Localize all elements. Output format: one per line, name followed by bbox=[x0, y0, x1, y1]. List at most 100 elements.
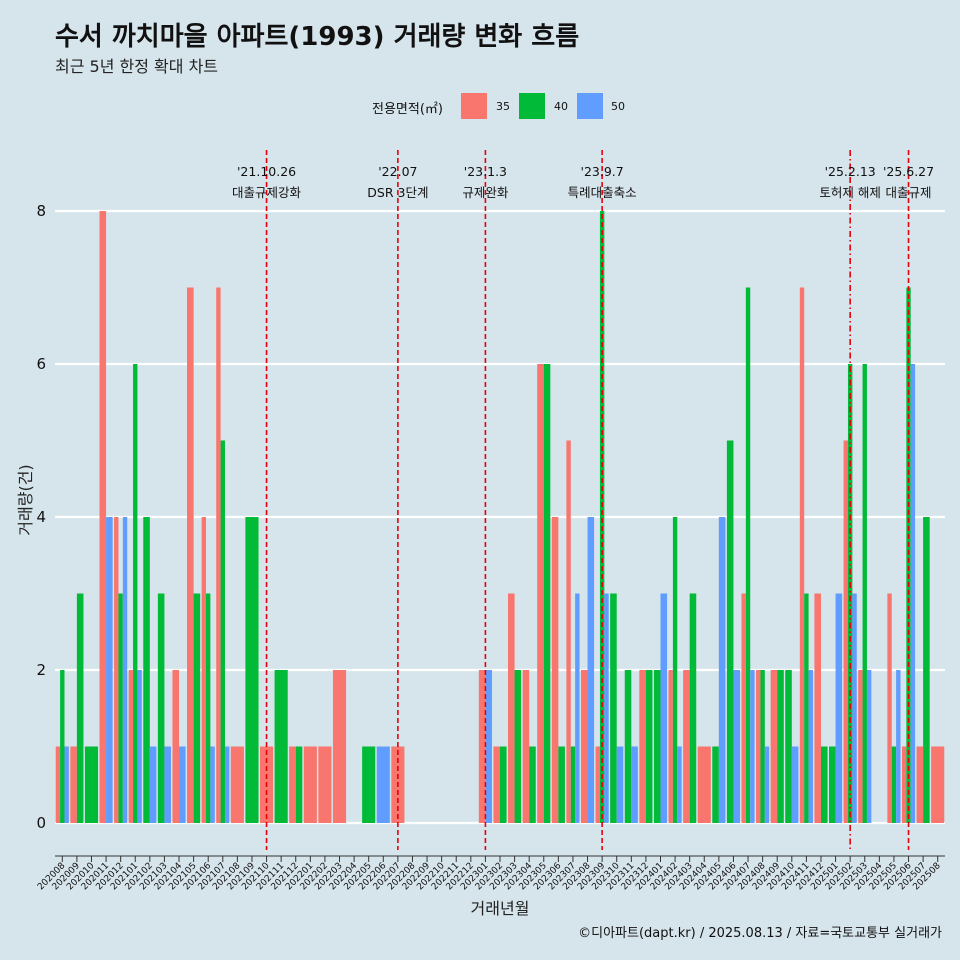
bar-40-202305 bbox=[543, 364, 551, 823]
bar-40-202409 bbox=[777, 670, 784, 823]
bar-40-202306 bbox=[558, 746, 565, 823]
bar-35-202411 bbox=[799, 287, 805, 823]
event-date-label: '25.6.27 bbox=[883, 164, 934, 179]
event-date-label: '21.10.26 bbox=[237, 164, 296, 179]
legend-key-50 bbox=[577, 93, 603, 119]
bar-40-202307 bbox=[570, 746, 576, 823]
bar-35-202303 bbox=[508, 593, 515, 823]
bar-50-202501 bbox=[835, 593, 843, 823]
bar-40-202401 bbox=[653, 670, 661, 823]
bar-35-202506 bbox=[901, 746, 907, 823]
bar-35-202112 bbox=[289, 746, 296, 823]
x-axis-title: 거래년월 bbox=[471, 899, 530, 918]
legend-key-35 bbox=[461, 93, 487, 119]
event-name-label: 대출규제 bbox=[886, 185, 932, 200]
bar-40-202310 bbox=[610, 593, 617, 823]
bar-35-202202 bbox=[318, 746, 332, 823]
bar-35-202407 bbox=[741, 593, 746, 823]
bar-40-202309 bbox=[599, 211, 605, 823]
bar-40-202111 bbox=[274, 670, 288, 823]
bar-40-202105 bbox=[193, 593, 201, 823]
bar-40-202503 bbox=[862, 364, 867, 823]
bar-35-202408 bbox=[756, 670, 761, 823]
bar-50-202307 bbox=[575, 593, 580, 823]
bar-50-202405 bbox=[718, 517, 726, 823]
bar-35-202505 bbox=[887, 593, 892, 823]
bar-40-202009 bbox=[76, 593, 84, 823]
bar-35-202503 bbox=[858, 670, 863, 823]
bar-40-202410 bbox=[785, 670, 792, 823]
bar-40-202103 bbox=[157, 593, 165, 823]
bar-40-202402 bbox=[672, 517, 678, 823]
bar-40-202411 bbox=[804, 593, 809, 823]
bar-35-202309 bbox=[595, 746, 600, 823]
bar-40-202302 bbox=[500, 746, 507, 823]
bar-35-202107 bbox=[216, 287, 221, 823]
bar-35-202307 bbox=[566, 440, 571, 823]
bar-50-202506 bbox=[910, 364, 916, 823]
bar-50-202011 bbox=[106, 517, 113, 823]
y-tick-label: 2 bbox=[36, 661, 46, 679]
bar-35-202308 bbox=[580, 670, 588, 823]
y-axis-title: 거래량(건) bbox=[16, 464, 35, 535]
bar-35-202403 bbox=[683, 670, 690, 823]
bar-40-202405 bbox=[712, 746, 719, 823]
event-date-label: '23.9.7 bbox=[581, 164, 624, 179]
bar-50-202310 bbox=[616, 746, 624, 823]
bar-40-202106 bbox=[206, 593, 211, 823]
bar-35-202402 bbox=[668, 670, 673, 823]
y-tick-label: 6 bbox=[36, 355, 46, 373]
event-name-label: 특례대출축소 bbox=[568, 185, 637, 200]
bar-40-202412 bbox=[820, 746, 828, 823]
bar-35-202203 bbox=[332, 670, 347, 823]
bar-50-202502 bbox=[852, 593, 857, 823]
bar-50-202401 bbox=[660, 593, 668, 823]
bar-40-202101 bbox=[133, 364, 138, 823]
bar-35-202104 bbox=[172, 670, 180, 823]
source-caption: ©디아파트(dapt.kr) / 2025.08.13 / 자료=국토교통부 실… bbox=[578, 926, 942, 941]
bar-50-202505 bbox=[896, 670, 901, 823]
bar-50-202311 bbox=[631, 746, 638, 823]
bar-40-202311 bbox=[624, 670, 632, 823]
bar-35-202201 bbox=[303, 746, 317, 823]
bar-50-202008 bbox=[64, 746, 69, 823]
bar-50-202408 bbox=[764, 746, 770, 823]
bar-35-202508 bbox=[931, 746, 945, 823]
bar-50-202503 bbox=[866, 670, 872, 823]
bar-50-202104 bbox=[179, 746, 186, 823]
bar-40-202010 bbox=[84, 746, 99, 823]
bar-35-202404 bbox=[697, 746, 711, 823]
bar-40-202406 bbox=[726, 440, 734, 823]
bar-40-202112 bbox=[295, 746, 303, 823]
chart-title: 수서 까치마을 아파트(1993) 거래량 변화 흐름 bbox=[55, 22, 580, 52]
bar-35-202009 bbox=[70, 746, 77, 823]
legend-label-40: 40 bbox=[554, 100, 568, 113]
event-name-label: 대출규제강화 bbox=[232, 185, 302, 200]
bar-35-202409 bbox=[770, 670, 778, 823]
bar-35-202301 bbox=[478, 670, 486, 823]
bar-35-202304 bbox=[522, 670, 530, 823]
bar-40-202502 bbox=[847, 364, 853, 823]
bar-40-202304 bbox=[529, 746, 536, 823]
event-date-label: '25.2.13 bbox=[825, 164, 876, 179]
event-name-label: 토허제 해제 bbox=[819, 185, 880, 200]
legend-label-35: 35 bbox=[496, 100, 510, 113]
bar-40-202506 bbox=[906, 287, 911, 823]
bar-35-202305 bbox=[537, 364, 544, 823]
bar-40-202507 bbox=[923, 517, 930, 823]
bar-40-202312 bbox=[645, 670, 653, 823]
bar-35-202101 bbox=[128, 670, 134, 823]
event-name-label: 규제완화 bbox=[462, 185, 509, 200]
bar-40-202501 bbox=[829, 746, 836, 823]
bar-35-202106 bbox=[201, 517, 207, 823]
event-date-label: '22.07 bbox=[378, 164, 417, 179]
bar-50-202308 bbox=[587, 517, 595, 823]
bar-35-202011 bbox=[99, 211, 107, 823]
bar-50-202206 bbox=[376, 746, 390, 823]
bar-40-202102 bbox=[143, 517, 150, 823]
bar-40-202107 bbox=[220, 440, 225, 823]
bar-50-202101 bbox=[137, 670, 142, 823]
bar-50-202107 bbox=[224, 746, 230, 823]
y-tick-label: 0 bbox=[36, 814, 46, 832]
